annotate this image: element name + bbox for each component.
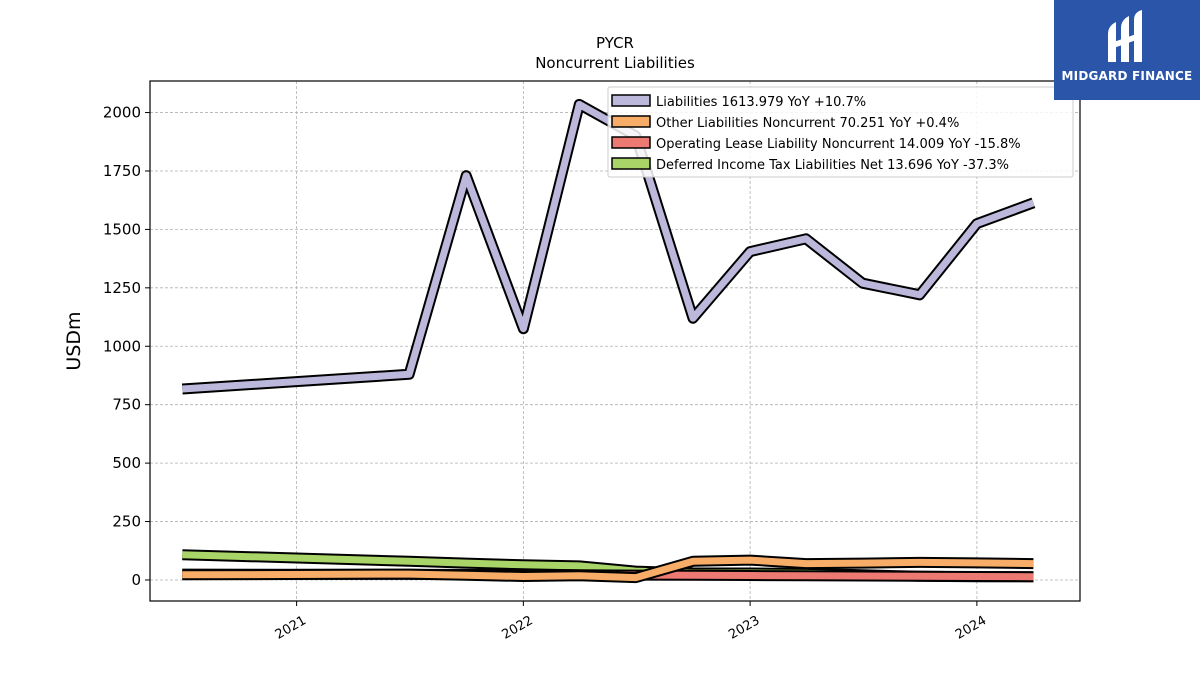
series-other-liabilities-noncurrent xyxy=(182,554,1034,584)
y-tick-label: 2000 xyxy=(103,104,141,122)
series-line xyxy=(182,100,1035,393)
y-axis-label: USDm xyxy=(63,311,85,370)
series-liabilities xyxy=(181,98,1036,395)
plot-frame xyxy=(149,80,1081,602)
y-tick-label: 1000 xyxy=(103,337,141,355)
legend-label: Deferred Income Tax Liabilities Net 13.6… xyxy=(656,158,1009,173)
y-tick-label: 1750 xyxy=(103,162,141,180)
chart-title: PYCR xyxy=(596,34,634,52)
legend-label: Liabilities 1613.979 YoY +10.7% xyxy=(656,95,866,110)
x-tick-label: 2023 xyxy=(726,613,762,643)
legend-swatch xyxy=(611,136,651,149)
legend: Liabilities 1613.979 YoY +10.7% Other Lia… xyxy=(607,86,1074,178)
legend-swatch xyxy=(611,94,651,107)
y-tick-label: 0 xyxy=(131,571,141,589)
legend-box xyxy=(607,86,1074,178)
legend-label: Other Liabilities Noncurrent 70.251 YoY … xyxy=(656,116,959,131)
series-line xyxy=(182,556,1034,582)
x-tick-label: 2022 xyxy=(500,613,536,643)
y-tick-label: 1250 xyxy=(103,279,141,297)
y-tick-label: 500 xyxy=(112,454,141,472)
brand-name: MIDGARD FINANCE xyxy=(1061,69,1193,83)
legend-swatch xyxy=(611,115,651,128)
y-tick-label: 250 xyxy=(112,513,141,531)
legend-label: Operating Lease Liability Noncurrent 14.… xyxy=(656,137,1021,152)
chart-subtitle: Noncurrent Liabilities xyxy=(535,54,695,72)
y-tick-label: 750 xyxy=(112,396,141,414)
x-tick-label: 2021 xyxy=(273,613,309,643)
legend-swatch xyxy=(611,157,651,170)
x-tick-label: 2024 xyxy=(953,613,989,643)
brand-logo: MIDGARD FINANCE xyxy=(1054,0,1200,100)
y-tick-label: 1500 xyxy=(103,220,141,238)
brand-mark-icon xyxy=(1108,10,1142,62)
